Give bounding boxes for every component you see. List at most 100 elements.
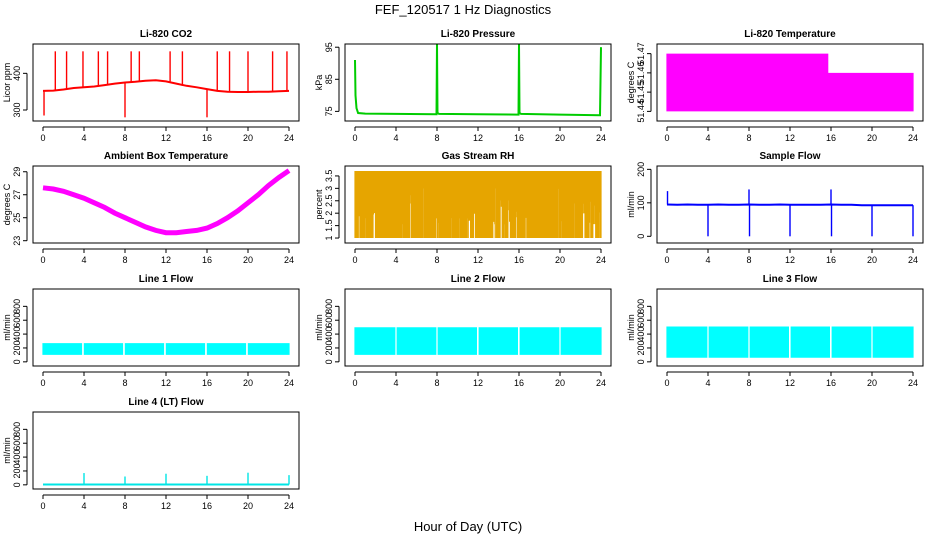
x-tick-label: 16: [826, 378, 836, 388]
x-tick-label: 12: [785, 378, 795, 388]
y-tick-label: 25: [12, 213, 22, 223]
panel-title: Line 3 Flow: [763, 274, 818, 285]
x-tick-label: 0: [664, 255, 669, 265]
x-tick-label: 4: [81, 133, 86, 143]
series-area: [666, 189, 914, 237]
panel-title: Line 1 Flow: [139, 274, 194, 285]
series-0: [42, 79, 290, 93]
plot-frame: [656, 43, 924, 122]
panel-title: Gas Stream RH: [442, 151, 515, 162]
y-axis-label: Licor ppm: [2, 63, 12, 103]
x-tick-label: 20: [555, 378, 565, 388]
panel-title: Li-820 Pressure: [441, 29, 516, 40]
x-tick-label: 4: [705, 255, 710, 265]
x-tick-label: 12: [161, 255, 171, 265]
y-tick-label: 0: [12, 482, 22, 487]
y-tick-label: 800: [636, 299, 646, 314]
panel-title: Sample Flow: [759, 151, 820, 162]
series-area: [42, 343, 290, 355]
panel-8: Line 3 Flow ml/min 0 4 8 12 16 20 24 0 20040060080…: [626, 274, 924, 388]
y-tick-label: 300: [12, 102, 22, 117]
x-tick-label: 20: [243, 501, 253, 511]
plot-frame: [32, 43, 300, 122]
x-tick-label: 24: [284, 501, 294, 511]
x-tick-label: 24: [596, 378, 606, 388]
y-tick-label: 200: [12, 340, 22, 355]
panel-5: Sample Flow ml/min 0 4 8 12 16 20 24 0 100 200: [626, 151, 924, 265]
plot-frame: [344, 165, 612, 244]
y-tick-label: 200: [636, 162, 646, 177]
y-tick-label: 0: [324, 359, 334, 364]
x-tick-label: 0: [40, 378, 45, 388]
panel-1: Li-820 Pressure kPa 0 4 8 12 16 20 24 75 85 95: [314, 29, 612, 143]
panel-title: Li-820 CO2: [140, 29, 193, 40]
x-tick-label: 24: [908, 255, 918, 265]
x-tick-label: 4: [81, 255, 86, 265]
y-tick-label: 1.5: [324, 219, 334, 232]
x-tick-label: 8: [746, 133, 751, 143]
series-0: [42, 343, 290, 355]
y-tick-label: 75: [324, 106, 334, 116]
y-tick-label: 200: [636, 340, 646, 355]
x-tick-label: 20: [555, 133, 565, 143]
y-axis-label: kPa: [314, 75, 324, 91]
x-tick-label: 12: [785, 255, 795, 265]
x-axis: 0 4 8 12 16 20 24: [40, 126, 294, 143]
x-tick-label: 4: [81, 501, 86, 511]
x-tick-label: 20: [867, 378, 877, 388]
y-tick-label: 95: [324, 42, 334, 52]
y-tick-label: 51.44: [636, 100, 646, 123]
x-tick-label: 12: [161, 501, 171, 511]
x-tick-label: 4: [81, 378, 86, 388]
y-tick-label: 3: [324, 186, 334, 191]
y-tick-label: 2: [324, 211, 334, 216]
series-area: [666, 326, 914, 358]
x-tick-label: 8: [122, 255, 127, 265]
y-tick-label: 600: [12, 436, 22, 451]
panel-title: Li-820 Temperature: [744, 29, 836, 40]
x-tick-label: 0: [40, 255, 45, 265]
panel-title: Line 2 Flow: [451, 274, 506, 285]
x-tick-label: 0: [352, 133, 357, 143]
y-tick-label: 600: [12, 313, 22, 328]
y-tick-label: 29: [12, 167, 22, 177]
x-tick-label: 4: [393, 133, 398, 143]
series-0: [42, 168, 291, 236]
y-tick-label: 3.5: [324, 170, 334, 183]
y-tick-label: 200: [324, 340, 334, 355]
series-area: [354, 44, 602, 117]
panel-2: Li-820 Temperature degrees C 0 4 8 12 16 20 24 51…: [626, 29, 924, 143]
y-tick-label: 51.45: [636, 81, 646, 104]
series-0: [666, 53, 914, 112]
x-tick-label: 16: [826, 133, 836, 143]
x-tick-label: 4: [705, 378, 710, 388]
x-tick-label: 20: [867, 255, 877, 265]
x-tick-label: 12: [473, 255, 483, 265]
y-axis: 23 25 27 29: [12, 167, 28, 246]
x-tick-label: 16: [202, 501, 212, 511]
x-tick-label: 24: [596, 255, 606, 265]
panel-7: Line 2 Flow ml/min 0 4 8 12 16 20 24 0 20040060080…: [314, 274, 612, 388]
x-axis: 0 4 8 12 16 20 24: [40, 494, 294, 511]
y-axis: 1 1.5 2 2.5 3 3.5: [324, 170, 340, 241]
y-tick-label: 400: [12, 450, 22, 465]
series-0: [666, 326, 914, 358]
plot-frame: [32, 165, 300, 244]
figure-x-axis-label: Hour of Day (UTC): [414, 519, 522, 534]
x-tick-label: 8: [434, 378, 439, 388]
y-axis: 300 400: [12, 66, 28, 118]
y-tick-label: 0: [636, 234, 646, 239]
series-area: [666, 53, 914, 112]
x-tick-label: 8: [746, 255, 751, 265]
plot-frame: [656, 165, 924, 244]
plot-frame: [344, 288, 612, 367]
x-axis: 0 4 8 12 16 20 24: [664, 248, 918, 265]
y-tick-label: 0: [12, 359, 22, 364]
x-tick-label: 16: [514, 378, 524, 388]
x-tick-label: 24: [908, 133, 918, 143]
x-tick-label: 0: [352, 255, 357, 265]
